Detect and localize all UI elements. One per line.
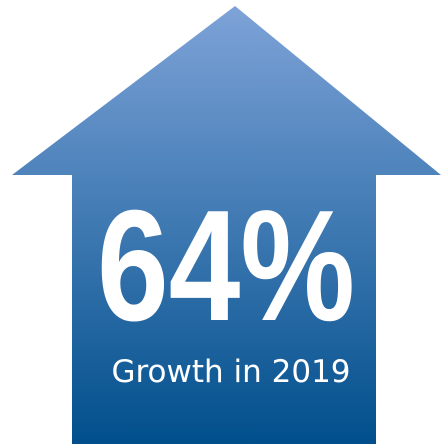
arrow-shape — [12, 6, 441, 444]
growth-caption: Growth in 2019 — [111, 354, 350, 390]
growth-percentage: 64% — [97, 178, 355, 354]
